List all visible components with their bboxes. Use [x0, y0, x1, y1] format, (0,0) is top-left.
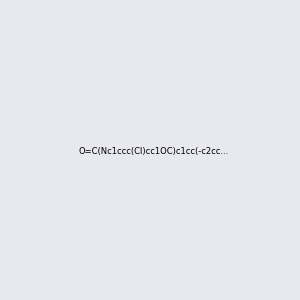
Text: O=C(Nc1ccc(Cl)cc1OC)c1cc(-c2cc...: O=C(Nc1ccc(Cl)cc1OC)c1cc(-c2cc... [79, 147, 229, 156]
